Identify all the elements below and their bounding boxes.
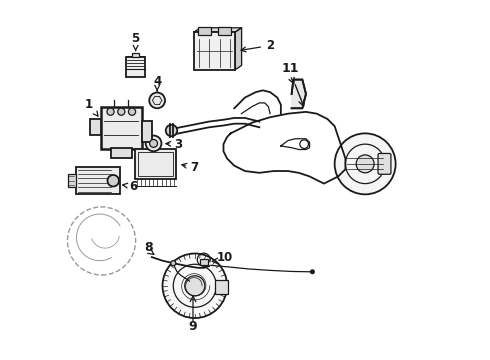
Circle shape bbox=[146, 135, 161, 151]
Bar bbox=[198, 27, 211, 35]
Circle shape bbox=[310, 270, 315, 274]
Circle shape bbox=[107, 175, 119, 186]
Circle shape bbox=[171, 261, 176, 266]
Bar bbox=[219, 27, 231, 35]
Bar bbox=[194, 32, 235, 70]
Circle shape bbox=[185, 276, 205, 296]
Text: 9: 9 bbox=[189, 320, 197, 333]
Text: 8: 8 bbox=[144, 240, 152, 254]
Bar bbox=[100, 107, 142, 149]
Circle shape bbox=[118, 108, 125, 115]
Circle shape bbox=[128, 108, 136, 115]
Circle shape bbox=[149, 139, 157, 147]
Text: 2: 2 bbox=[241, 39, 274, 52]
Bar bbox=[75, 167, 121, 194]
Circle shape bbox=[149, 93, 165, 108]
Polygon shape bbox=[235, 28, 242, 70]
Text: 10: 10 bbox=[216, 251, 233, 264]
FancyBboxPatch shape bbox=[378, 153, 391, 174]
Bar bbox=[135, 149, 176, 179]
Circle shape bbox=[107, 108, 114, 115]
Text: 4: 4 bbox=[153, 75, 161, 91]
Text: 11: 11 bbox=[281, 62, 298, 75]
Bar bbox=[126, 57, 146, 77]
Text: 1: 1 bbox=[85, 98, 98, 116]
Text: 6: 6 bbox=[122, 180, 138, 193]
Bar bbox=[215, 280, 228, 294]
Text: 3: 3 bbox=[166, 138, 183, 150]
Bar bbox=[200, 259, 208, 265]
Circle shape bbox=[163, 253, 227, 318]
Bar bbox=[132, 53, 139, 57]
Bar bbox=[90, 119, 101, 135]
Circle shape bbox=[166, 125, 177, 136]
Polygon shape bbox=[194, 28, 242, 32]
Polygon shape bbox=[292, 80, 306, 108]
Bar bbox=[111, 148, 132, 158]
Text: 7: 7 bbox=[182, 161, 199, 174]
Circle shape bbox=[356, 155, 374, 173]
Bar bbox=[142, 121, 152, 142]
Bar bbox=[68, 174, 76, 187]
Text: 5: 5 bbox=[131, 32, 140, 51]
Circle shape bbox=[335, 134, 395, 194]
Bar bbox=[138, 152, 173, 176]
